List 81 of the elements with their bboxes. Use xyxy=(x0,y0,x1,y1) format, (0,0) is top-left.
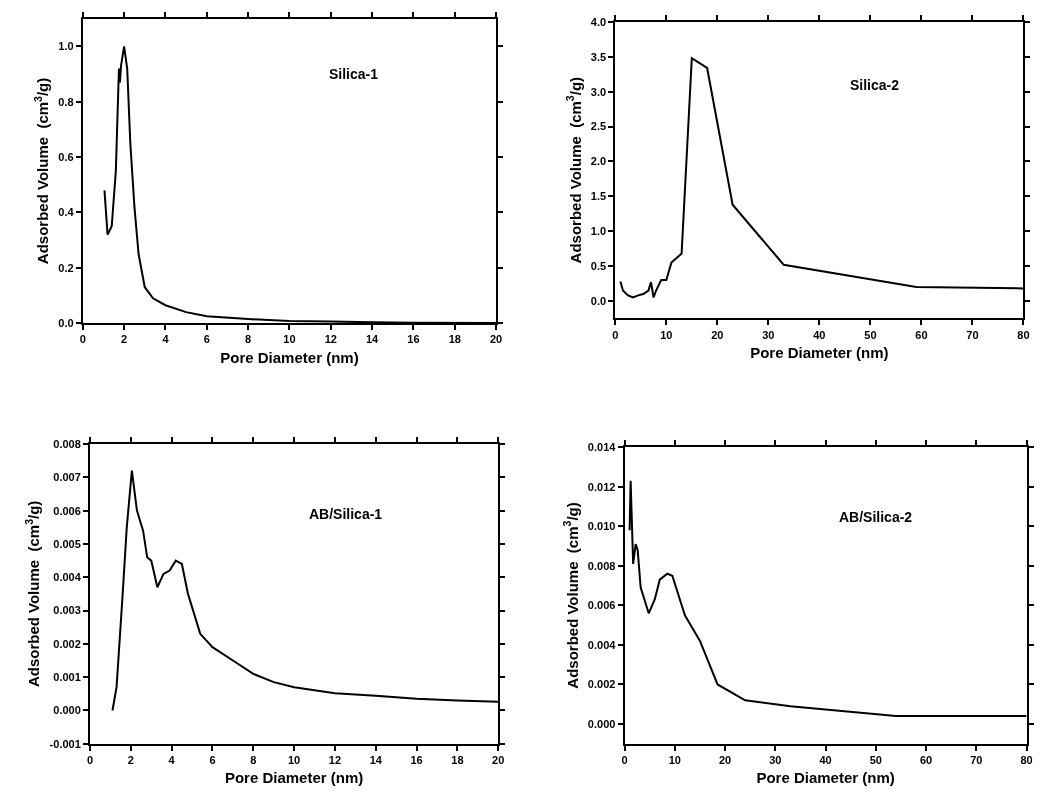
x-tick-label: 10 xyxy=(668,753,681,766)
y-tick-label: 0.002 xyxy=(53,637,81,650)
y-tick-label: 2.5 xyxy=(590,120,607,133)
y-tick-label: 0.002 xyxy=(587,678,616,691)
y-tick-label: 1.0 xyxy=(58,40,74,53)
y-tick-label: 0.4 xyxy=(58,206,75,219)
x-tick-label: 30 xyxy=(769,753,782,766)
x-tick-label: 30 xyxy=(762,328,775,341)
x-tick-label: 0 xyxy=(612,328,619,341)
x-tick-label: 18 xyxy=(448,333,461,346)
y-tick-label: 0.8 xyxy=(58,95,74,108)
y-tick-label: 1.0 xyxy=(590,225,607,238)
y-tick-label: 0.007 xyxy=(53,471,81,484)
x-tick-label: 6 xyxy=(203,333,210,346)
x-tick-label: 8 xyxy=(245,333,252,346)
x-tick-label: 10 xyxy=(287,753,301,766)
x-tick-label: 4 xyxy=(162,333,170,346)
x-tick-label: 4 xyxy=(168,753,176,766)
x-tick-label: 8 xyxy=(250,753,257,766)
y-tick-label: 0.014 xyxy=(587,441,617,454)
y-tick-label: 0.003 xyxy=(53,604,81,617)
x-tick-label: 16 xyxy=(410,753,423,766)
annotation: Silica-2 xyxy=(850,77,900,93)
x-tick-label: 20 xyxy=(490,333,503,346)
x-tick-label: 50 xyxy=(864,328,877,341)
x-tick-label: 20 xyxy=(711,328,724,341)
x-tick-label: 10 xyxy=(660,328,673,341)
x-axis-title: Pore Diameter (nm) xyxy=(756,769,895,787)
y-tick-label: -0.001 xyxy=(49,737,81,750)
x-tick-label: 0 xyxy=(86,753,94,766)
y-tick-label: 0.004 xyxy=(587,638,617,651)
x-tick-label: 12 xyxy=(324,333,337,346)
x-tick-label: 70 xyxy=(966,328,979,341)
y-tick-label: 3.5 xyxy=(590,50,607,63)
y-tick-label: 0.000 xyxy=(587,717,616,730)
x-tick-label: 40 xyxy=(819,753,832,766)
x-tick-label: 80 xyxy=(1020,753,1033,766)
x-tick-label: 14 xyxy=(366,333,380,346)
y-tick-label: 0.000 xyxy=(53,704,81,717)
x-tick-label: 10 xyxy=(283,333,296,346)
x-tick-label: 6 xyxy=(209,753,216,766)
x-axis-title: Pore Diameter (nm) xyxy=(224,769,364,787)
annotation: AB/Silica-1 xyxy=(309,506,383,522)
y-tick-label: 4.0 xyxy=(590,15,607,28)
x-tick-label: 60 xyxy=(919,753,933,766)
x-tick-label: 2 xyxy=(121,333,128,346)
x-tick-label: 80 xyxy=(1017,328,1030,341)
y-tick-label: 0.006 xyxy=(587,599,616,612)
x-tick-label: 16 xyxy=(407,333,420,346)
y-tick-label: 0.5 xyxy=(590,259,607,272)
x-tick-label: 18 xyxy=(451,753,464,766)
y-tick-label: 1.5 xyxy=(590,190,607,203)
x-tick-label: 70 xyxy=(970,753,983,766)
x-tick-label: 2 xyxy=(127,753,134,766)
x-tick-label: 12 xyxy=(328,753,342,766)
x-tick-label: 0 xyxy=(621,753,628,766)
x-tick-label: 20 xyxy=(718,753,732,766)
y-tick-label: 0.008 xyxy=(587,559,616,572)
y-tick-label: 0.6 xyxy=(58,150,74,163)
y-tick-label: 0.0 xyxy=(590,294,607,307)
y-tick-label: 0.006 xyxy=(53,504,81,517)
y-tick-label: 0.012 xyxy=(587,480,616,493)
y-tick-label: 0.005 xyxy=(53,537,81,550)
annotation: AB/Silica-2 xyxy=(839,509,913,525)
x-tick-label: 40 xyxy=(813,328,826,341)
y-tick-label: 0.010 xyxy=(587,520,616,533)
x-tick-label: 20 xyxy=(492,753,505,766)
x-tick-label: 60 xyxy=(915,328,928,341)
annotation: Silica-1 xyxy=(329,66,379,82)
y-tick-label: 0.004 xyxy=(53,571,82,584)
y-tick-label: 0.2 xyxy=(58,261,74,274)
y-tick-label: 0.0 xyxy=(58,317,74,330)
x-tick-label: 50 xyxy=(869,753,882,766)
y-tick-label: 3.0 xyxy=(590,85,607,98)
y-tick-label: 0.008 xyxy=(53,437,81,450)
y-tick-label: 2.0 xyxy=(590,155,607,168)
y-tick-label: 0.001 xyxy=(53,671,81,684)
x-axis-title: Pore Diameter (nm) xyxy=(220,348,359,366)
x-axis-title: Pore Diameter (nm) xyxy=(750,344,889,362)
x-tick-label: 14 xyxy=(369,753,383,766)
x-tick-label: 0 xyxy=(79,333,86,346)
